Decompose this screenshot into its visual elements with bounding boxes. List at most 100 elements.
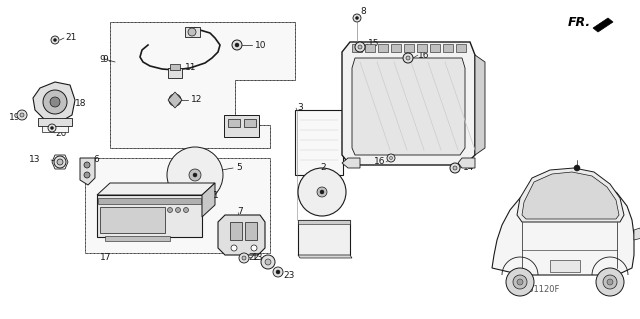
Circle shape	[358, 45, 362, 49]
Bar	[42, 126, 68, 132]
Bar	[168, 68, 182, 78]
Circle shape	[506, 268, 534, 296]
Text: 7: 7	[237, 207, 243, 217]
Circle shape	[84, 162, 90, 168]
Text: 21: 21	[65, 33, 76, 42]
Text: SJA4B1120F: SJA4B1120F	[510, 286, 561, 294]
Bar	[244, 119, 256, 127]
Circle shape	[168, 207, 173, 212]
Bar	[228, 119, 240, 127]
Bar	[298, 220, 350, 255]
Circle shape	[84, 172, 90, 178]
Text: 20: 20	[55, 130, 67, 138]
Bar	[298, 220, 350, 224]
Circle shape	[17, 110, 27, 120]
Text: 5: 5	[236, 164, 242, 173]
Circle shape	[607, 279, 613, 285]
Circle shape	[596, 268, 624, 296]
Text: 15: 15	[368, 40, 380, 48]
Polygon shape	[33, 82, 75, 122]
Text: 16: 16	[418, 50, 429, 60]
Text: 1: 1	[213, 191, 219, 201]
Text: 19: 19	[9, 114, 20, 122]
Polygon shape	[593, 18, 613, 32]
Circle shape	[387, 154, 395, 162]
Bar	[224, 115, 259, 137]
Bar	[230, 222, 242, 240]
Bar	[100, 207, 165, 233]
Text: 16: 16	[374, 158, 385, 167]
Circle shape	[261, 255, 275, 269]
Bar	[98, 198, 201, 204]
Bar	[430, 44, 440, 52]
Bar	[443, 44, 453, 52]
Bar	[185, 27, 200, 37]
Bar	[38, 118, 72, 126]
Polygon shape	[634, 228, 640, 240]
Circle shape	[353, 14, 361, 22]
Circle shape	[189, 169, 201, 181]
Circle shape	[184, 207, 189, 212]
Bar	[295, 110, 343, 175]
Bar	[550, 260, 580, 272]
Text: 14: 14	[463, 162, 474, 172]
Text: 10: 10	[255, 41, 266, 49]
Circle shape	[167, 147, 223, 203]
Circle shape	[603, 275, 617, 289]
Bar	[404, 44, 414, 52]
Text: 6: 6	[93, 155, 99, 165]
Circle shape	[235, 43, 239, 47]
Circle shape	[574, 165, 580, 171]
Circle shape	[242, 256, 246, 260]
Bar	[456, 44, 466, 52]
Text: 9: 9	[99, 56, 105, 64]
Circle shape	[43, 90, 67, 114]
Circle shape	[57, 159, 63, 165]
Polygon shape	[342, 42, 475, 165]
Circle shape	[406, 56, 410, 60]
Circle shape	[276, 270, 280, 274]
Circle shape	[188, 28, 196, 36]
Polygon shape	[492, 175, 634, 275]
Polygon shape	[110, 22, 295, 148]
Circle shape	[513, 275, 527, 289]
Text: 22: 22	[249, 254, 260, 263]
Bar	[378, 44, 388, 52]
Bar	[245, 222, 257, 240]
Bar	[352, 44, 362, 52]
Circle shape	[403, 53, 413, 63]
Circle shape	[54, 39, 56, 41]
Circle shape	[317, 187, 327, 197]
Circle shape	[450, 163, 460, 173]
Bar	[365, 44, 375, 52]
Polygon shape	[202, 183, 215, 217]
Circle shape	[273, 267, 283, 277]
Polygon shape	[298, 255, 352, 258]
Polygon shape	[352, 58, 465, 155]
Polygon shape	[80, 158, 95, 185]
Circle shape	[50, 97, 60, 107]
Polygon shape	[475, 55, 485, 155]
Circle shape	[251, 245, 257, 251]
Polygon shape	[458, 158, 475, 168]
Polygon shape	[218, 215, 265, 255]
Circle shape	[265, 259, 271, 265]
Polygon shape	[522, 172, 619, 219]
Circle shape	[298, 168, 346, 216]
Bar	[170, 64, 180, 70]
Text: 9: 9	[102, 56, 108, 64]
Text: 12: 12	[191, 95, 202, 105]
Circle shape	[355, 42, 365, 52]
Circle shape	[231, 245, 237, 251]
Circle shape	[54, 156, 66, 168]
Text: 13: 13	[29, 154, 40, 164]
Circle shape	[355, 17, 358, 19]
Circle shape	[51, 127, 54, 130]
Circle shape	[232, 40, 242, 50]
Bar	[417, 44, 427, 52]
Bar	[391, 44, 401, 52]
Text: 23: 23	[283, 271, 294, 279]
Circle shape	[453, 166, 457, 170]
Polygon shape	[342, 158, 360, 168]
Polygon shape	[97, 183, 215, 195]
